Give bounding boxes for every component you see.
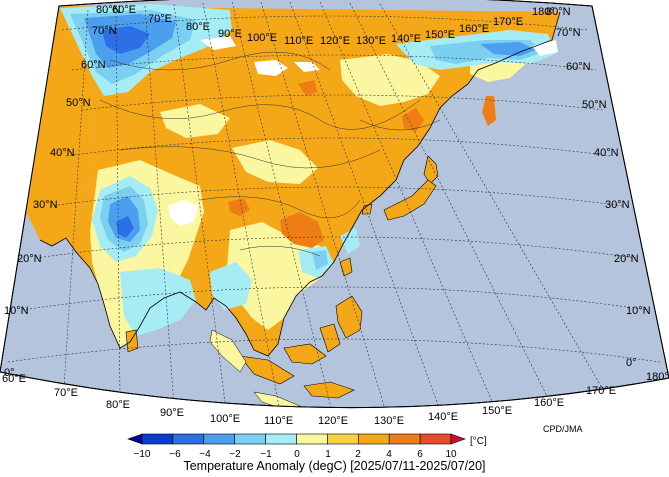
legend-tick: −2 bbox=[229, 449, 241, 460]
lat-label: 10°N bbox=[626, 305, 651, 317]
lon-labels-bottom: 60°E 70°E 80°E 90°E 100°E 110°E 120°E 13… bbox=[2, 371, 669, 427]
lat-label: 70°N bbox=[92, 25, 117, 37]
legend-tick: 10 bbox=[445, 449, 457, 460]
legend-bin bbox=[450, 433, 466, 445]
legend-colorbar: −10 −6 −4 −2 −1 0 1 2 4 6 10 [°C] bbox=[127, 433, 487, 460]
lat-label: 10°N bbox=[4, 305, 29, 317]
lat-label: 80°N bbox=[96, 4, 121, 16]
lon-label: 110°E bbox=[264, 415, 293, 427]
lon-label: 100°E bbox=[210, 413, 240, 425]
lon-labels-top: 60°E 70°E 80°E 90°E 100°E 110°E 120°E 13… bbox=[112, 4, 555, 47]
legend-tick: −10 bbox=[134, 449, 151, 460]
legend-bin bbox=[388, 433, 421, 445]
lat-label: 40°N bbox=[594, 147, 619, 159]
legend-tick: −1 bbox=[260, 449, 272, 460]
anomaly-4-6 bbox=[228, 80, 496, 248]
land-west bbox=[10, 6, 100, 246]
lon-label: 170°E bbox=[493, 16, 523, 28]
legend-tick: 0 bbox=[294, 449, 300, 460]
credit-label: CPD/JMA bbox=[543, 424, 583, 434]
lat-label: 80°N bbox=[546, 6, 571, 18]
lat-label: 30°N bbox=[605, 199, 630, 211]
lon-label: 90°E bbox=[160, 407, 184, 419]
legend-unit: [°C] bbox=[470, 436, 487, 447]
lon-label: 180° bbox=[532, 6, 555, 18]
legend-bin bbox=[203, 433, 236, 445]
lat-labels-left: 0° 10°N 20°N 30°N 40°N 50°N 60°N 70°N 80… bbox=[4, 4, 121, 379]
legend-tick: 1 bbox=[325, 449, 331, 460]
lat-label: 60°N bbox=[566, 61, 591, 73]
lon-label: 100°E bbox=[247, 32, 277, 44]
anomaly-neg6-neg4 bbox=[102, 26, 150, 238]
legend-bin bbox=[296, 433, 328, 445]
map-border bbox=[0, 0, 669, 409]
lat-label: 30°N bbox=[33, 199, 58, 211]
legend-bin bbox=[327, 433, 359, 445]
legend-bin bbox=[357, 433, 390, 445]
lon-label: 60°E bbox=[2, 373, 26, 385]
lon-label: 150°E bbox=[425, 29, 455, 41]
legend-bin bbox=[127, 433, 143, 445]
legend-tick: −4 bbox=[199, 449, 211, 460]
lat-label: 20°N bbox=[614, 253, 639, 265]
legend-bin bbox=[141, 433, 174, 445]
legend-title: Temperature Anomaly (degC) [2025/07/11-2… bbox=[183, 459, 486, 473]
lon-label: 160°E bbox=[534, 397, 564, 409]
lon-label: 70°E bbox=[148, 13, 172, 25]
islands bbox=[125, 155, 439, 399]
lon-label: 170°E bbox=[586, 385, 616, 397]
lon-label: 180° bbox=[646, 371, 669, 383]
lat-label: 40°N bbox=[50, 147, 75, 159]
lon-label: 130°E bbox=[356, 35, 386, 47]
lat-labels-right: 0° 10°N 20°N 30°N 40°N 50°N 60°N 70°N 80… bbox=[546, 6, 651, 369]
legend-ticks: −10 −6 −4 −2 −1 0 1 2 4 6 10 bbox=[134, 449, 457, 460]
legend-bins bbox=[127, 433, 466, 445]
lat-label: 0° bbox=[626, 357, 637, 369]
coastline bbox=[39, 11, 561, 357]
lon-label: 130°E bbox=[374, 415, 404, 427]
lon-label: 140°E bbox=[391, 33, 421, 45]
contour-lines bbox=[99, 51, 441, 257]
legend-tick: −6 bbox=[169, 449, 181, 460]
legend-tick: 2 bbox=[355, 449, 361, 460]
legend-tick: 6 bbox=[417, 449, 423, 460]
graticule-parallels bbox=[7, 15, 661, 363]
lon-label: 160°E bbox=[459, 23, 489, 35]
lon-label: 80°E bbox=[106, 399, 130, 411]
islands-south bbox=[209, 329, 301, 408]
lon-label: 60°E bbox=[112, 4, 136, 16]
legend-bin bbox=[234, 433, 266, 445]
lat-label: 50°N bbox=[66, 97, 91, 109]
lon-label: 140°E bbox=[428, 411, 458, 423]
lon-label: 150°E bbox=[482, 405, 512, 417]
legend-bin bbox=[172, 433, 205, 445]
legend-tick: 4 bbox=[386, 449, 392, 460]
lat-label: 20°N bbox=[17, 253, 42, 265]
lat-label: 50°N bbox=[582, 99, 607, 111]
lon-label: 120°E bbox=[320, 35, 350, 47]
legend-bin bbox=[419, 433, 452, 445]
lat-label: 70°N bbox=[556, 27, 581, 39]
lon-label: 90°E bbox=[218, 28, 242, 40]
legend-bin bbox=[265, 433, 297, 445]
no-data-areas bbox=[168, 36, 558, 226]
lon-label: 70°E bbox=[54, 387, 78, 399]
lon-label: 80°E bbox=[186, 21, 210, 33]
lon-label: 120°E bbox=[318, 415, 348, 427]
lat-label: 60°N bbox=[81, 59, 106, 71]
lon-label: 110°E bbox=[284, 35, 313, 47]
lat-label: 0° bbox=[4, 367, 15, 379]
land-asia bbox=[59, 6, 560, 356]
